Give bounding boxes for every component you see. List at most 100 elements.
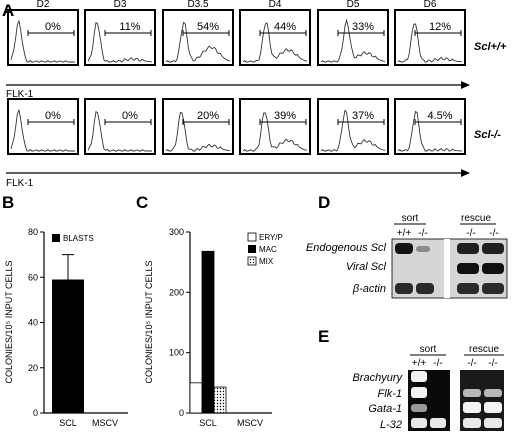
gate-marker (27, 119, 75, 125)
y-tick-label: 100 (169, 348, 184, 358)
histogram-frame (162, 98, 234, 155)
y-tick-label: 0 (179, 408, 184, 418)
gate-marker (337, 119, 385, 125)
gel-band (457, 263, 479, 274)
gate-marker (104, 119, 152, 125)
axis-arrow-bottom (461, 169, 470, 177)
panel-label-d: D (318, 193, 330, 212)
blast-colony-chart: 0 20 40 60 80 SCL MSCV COLONIES/10⁵ INPUT CELL… (4, 227, 128, 428)
panel-label-c: C (136, 193, 148, 212)
gate-percent: 11% (119, 21, 140, 33)
panel-label-b: B (2, 193, 14, 212)
bar-eryp (189, 382, 203, 414)
legend-label-mix: MIX (259, 257, 274, 266)
gel-band (463, 389, 481, 397)
gate-marker (182, 30, 230, 36)
histogram-frame (162, 9, 234, 66)
x-tick-label: MSCV (92, 418, 118, 428)
gate-marker (259, 30, 307, 36)
group-label-sort: sort (402, 213, 419, 224)
histogram-curve (10, 19, 75, 63)
legend-label-mac: MAC (259, 245, 277, 254)
histogram-frame (239, 98, 311, 155)
gene-label: L-32 (380, 419, 402, 431)
panel-label-e: E (318, 327, 329, 346)
gene-label: Viral Scl (346, 261, 387, 273)
gate-marker (182, 119, 230, 125)
y-axis-label: COLONIES/10⁵ INPUT CELLS (4, 260, 14, 383)
histogram-frame (394, 9, 466, 66)
y-tick-label: 300 (169, 227, 184, 237)
gel-band (416, 246, 430, 252)
histogram-curve (242, 22, 308, 63)
x-tick-label: SCL (59, 418, 77, 428)
histogram-curve (10, 108, 75, 152)
gate-percent: 0% (45, 110, 61, 122)
gate-marker (104, 30, 152, 36)
gate-percent: 37% (352, 110, 374, 122)
histogram-curve (242, 112, 308, 152)
gate-marker (414, 30, 462, 36)
day-label: D2 (37, 0, 50, 10)
lane-label: -/- (418, 228, 427, 239)
gate-percent: 4.5% (427, 110, 452, 122)
lane-label: +/+ (412, 358, 427, 369)
y-tick-label: 20 (28, 363, 38, 373)
genotype-label-wt: Scl+/+ (474, 41, 507, 53)
gel-band (411, 371, 427, 382)
legend-label-eryp: ERY/P (259, 233, 283, 242)
group-label-sort: sort (420, 344, 437, 355)
flk1-label-bottom: FLK-1 (6, 178, 34, 189)
flow-histogram-panel: FLK-1 FLK-1 Scl+/+ Scl-/- D2 D3 D3.5 D4 D5 D6… (6, 0, 507, 189)
y-tick-label: 0 (33, 408, 38, 418)
day-label: D6 (424, 0, 437, 10)
histogram-curve (320, 18, 386, 63)
histogram-curve (87, 21, 153, 63)
gene-label: β-actin (352, 283, 386, 295)
day-label: D3 (114, 0, 127, 10)
y-tick-label: 60 (28, 272, 38, 282)
gate-marker (27, 30, 75, 36)
gel-band (411, 404, 427, 412)
gate-marker (337, 30, 385, 36)
gel-band (395, 283, 413, 294)
x-tick-label: MSCV (237, 418, 263, 428)
histogram-frame (239, 9, 311, 66)
gene-label: Flk-1 (378, 388, 402, 400)
flk1-label-top: FLK-1 (6, 89, 34, 100)
gate-percent: 20% (197, 110, 219, 122)
gene-label: Endogenous Scl (306, 242, 387, 254)
legend-swatch-mix (247, 256, 257, 266)
gate-marker (414, 119, 462, 125)
gel-band (416, 283, 434, 294)
lane-label: +/+ (397, 228, 412, 239)
gel-band (457, 283, 479, 294)
histogram-frame (7, 98, 79, 155)
gel-band (457, 243, 479, 254)
gate-percent: 0% (45, 21, 61, 33)
gate-marker (259, 119, 307, 125)
gel-band (482, 283, 504, 294)
colony-type-chart: 0 100 200 300 SCL MSCV COLONIES/10⁵ INPUT CEL… (144, 227, 283, 428)
histogram-curve (320, 109, 386, 152)
gene-label: Gata-1 (368, 403, 402, 415)
gate-percent: 44% (274, 21, 296, 33)
histogram-frame (317, 98, 389, 155)
gel-band (395, 243, 413, 254)
day-label: D4 (269, 0, 282, 10)
histogram-curve (87, 110, 152, 152)
legend-swatch-blasts (52, 234, 60, 242)
gel-band (484, 402, 502, 413)
day-label: D3.5 (187, 0, 209, 10)
histogram-frame (394, 98, 466, 155)
histogram-frame (7, 9, 79, 66)
histogram-frame (84, 98, 156, 155)
gel-band (411, 387, 427, 398)
lane-label: -/- (466, 228, 475, 239)
bar-mix (213, 386, 227, 414)
lane-label: -/- (433, 358, 442, 369)
y-tick-label: 40 (28, 318, 38, 328)
legend-label-blasts: BLASTS (63, 234, 94, 243)
histogram-curve (397, 23, 463, 63)
